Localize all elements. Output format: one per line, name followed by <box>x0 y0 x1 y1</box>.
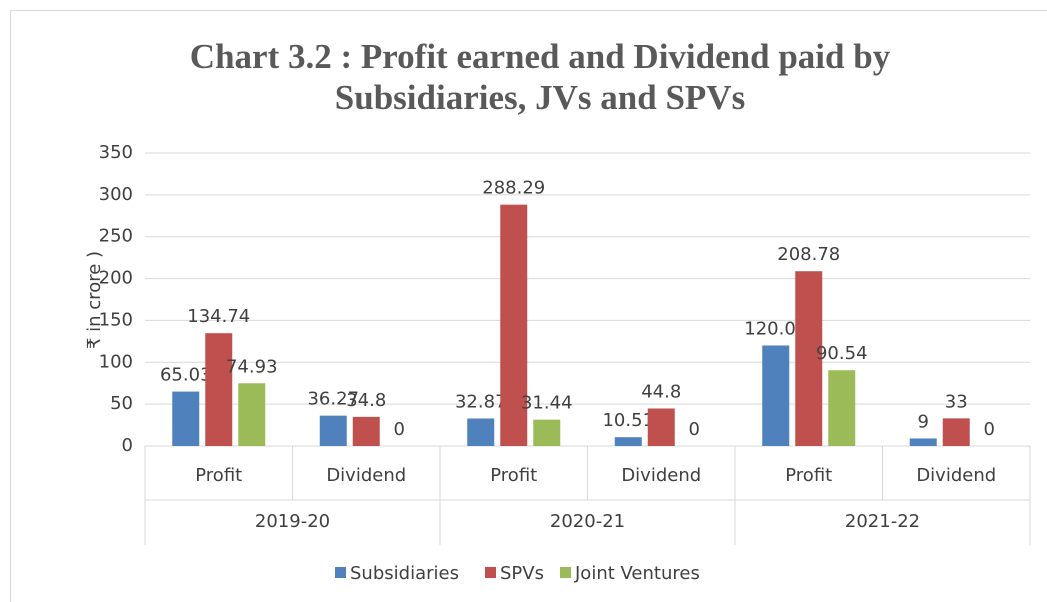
bar <box>942 418 970 446</box>
bar <box>614 437 642 446</box>
y-tick-label: 200 <box>99 268 133 289</box>
bar <box>238 383 266 446</box>
legend-label: SPVs <box>500 563 544 584</box>
chart-title: Subsidiaries, JVs and SPVs <box>335 78 745 117</box>
x-tick-label: Profit <box>490 465 537 486</box>
data-label: 65.03 <box>160 365 212 386</box>
y-tick-label: 0 <box>122 435 133 456</box>
bar <box>533 419 561 446</box>
data-label: 10.51 <box>602 410 654 431</box>
y-axis-label: ₹ in crore ) <box>84 251 105 349</box>
x-tick-label: Dividend <box>621 465 701 486</box>
bar <box>795 271 823 446</box>
legend-label: Joint Ventures <box>574 563 700 584</box>
data-label: 34.8 <box>346 390 386 411</box>
data-label: 31.44 <box>521 393 573 414</box>
bar <box>319 415 347 446</box>
legend-label: Subsidiaries <box>350 563 459 584</box>
group-label: 2021-22 <box>845 511 920 532</box>
bar <box>205 333 233 446</box>
bar <box>762 345 790 446</box>
data-label: 74.93 <box>226 356 278 377</box>
bar <box>647 408 675 446</box>
data-label: 33 <box>945 391 968 412</box>
chart-title: Chart 3.2 : Profit earned and Dividend p… <box>190 37 891 76</box>
data-label: 44.8 <box>641 381 681 402</box>
x-tick-label: Profit <box>785 465 832 486</box>
legend-swatch <box>485 567 496 578</box>
data-label: 36.27 <box>307 389 359 410</box>
group-label: 2020-21 <box>550 511 625 532</box>
data-label: 208.78 <box>777 244 840 265</box>
data-label: 9 <box>918 411 929 432</box>
bar <box>467 418 495 446</box>
y-tick-label: 150 <box>99 309 133 330</box>
y-tick-label: 350 <box>99 142 133 163</box>
data-label: 134.74 <box>187 306 250 327</box>
x-tick-label: Profit <box>195 465 242 486</box>
x-tick-label: Dividend <box>326 465 406 486</box>
y-tick-label: 50 <box>110 393 133 414</box>
data-label: 0 <box>984 419 995 440</box>
y-tick-label: 100 <box>99 351 133 372</box>
data-label: 0 <box>394 419 405 440</box>
legend-swatch <box>560 567 571 578</box>
data-label: 120.08 <box>744 318 807 339</box>
y-tick-label: 300 <box>99 184 133 205</box>
bar <box>500 204 528 446</box>
y-tick-label: 250 <box>99 226 133 247</box>
bar <box>352 416 380 446</box>
legend-swatch <box>335 567 346 578</box>
x-tick-label: Dividend <box>916 465 996 486</box>
data-label: 90.54 <box>816 343 868 364</box>
bar <box>828 370 856 446</box>
group-label: 2019-20 <box>255 511 330 532</box>
data-label: 0 <box>689 419 700 440</box>
chart-frame <box>10 10 1047 602</box>
data-label: 32.87 <box>455 391 507 412</box>
bar <box>909 438 937 446</box>
data-label: 288.29 <box>482 178 545 199</box>
bar <box>172 391 200 446</box>
